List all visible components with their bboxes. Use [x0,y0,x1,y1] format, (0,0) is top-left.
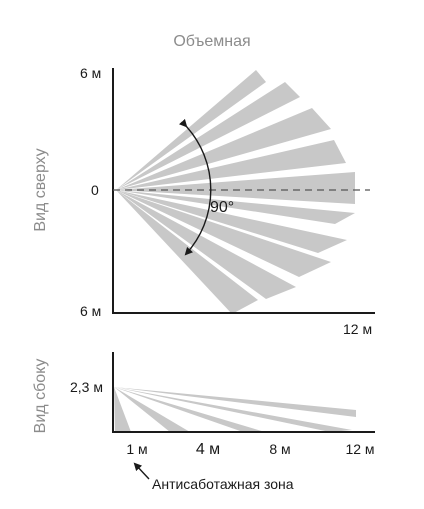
angle-label: 90° [210,199,234,216]
top-view-beam [116,82,300,190]
top-view-y-bottom-label: 6 м [80,303,101,319]
anti-sabotage-label: Антисаботажная зона [152,476,294,492]
side-view-beams [114,387,356,432]
side-view-beam [114,387,190,432]
side-view-x-tick-1m: 1 м [126,441,147,457]
top-view-beam [116,140,346,190]
side-view-x-tick-4m: 4 м [196,441,220,458]
top-view: 90° 6 м 0 6 м 12 м Вид сверху [32,65,375,337]
side-view-x-tick-8m: 8 м [269,441,290,457]
top-view-beams [116,70,355,314]
top-view-y-zero-label: 0 [91,182,99,198]
side-view-beam [114,387,265,432]
side-view-side-label: Вид сбоку [32,359,49,434]
diagram-title: Объемная [173,33,250,50]
side-view-beam [114,387,131,432]
side-view-x-tick-12m: 12 м [345,441,374,457]
top-view-beam [116,190,331,277]
top-view-x-max-label: 12 м [343,321,372,337]
coverage-angle-arc [179,118,212,256]
top-view-y-top-label: 6 м [80,65,101,81]
top-view-beam [116,190,296,299]
side-view: 2,3 м 1 м 4 м 8 м 12 м Вид сбоку Антисаб… [32,352,375,492]
side-view-beam [114,387,356,417]
anti-sabotage-arrow [133,462,150,480]
top-view-beam [116,190,355,224]
top-view-beam [116,108,331,190]
side-view-height-label: 2,3 м [70,379,103,395]
side-view-beam [114,387,352,432]
top-view-beam [116,172,355,204]
top-view-side-label: Вид сверху [32,148,49,231]
top-view-beam [116,190,347,253]
